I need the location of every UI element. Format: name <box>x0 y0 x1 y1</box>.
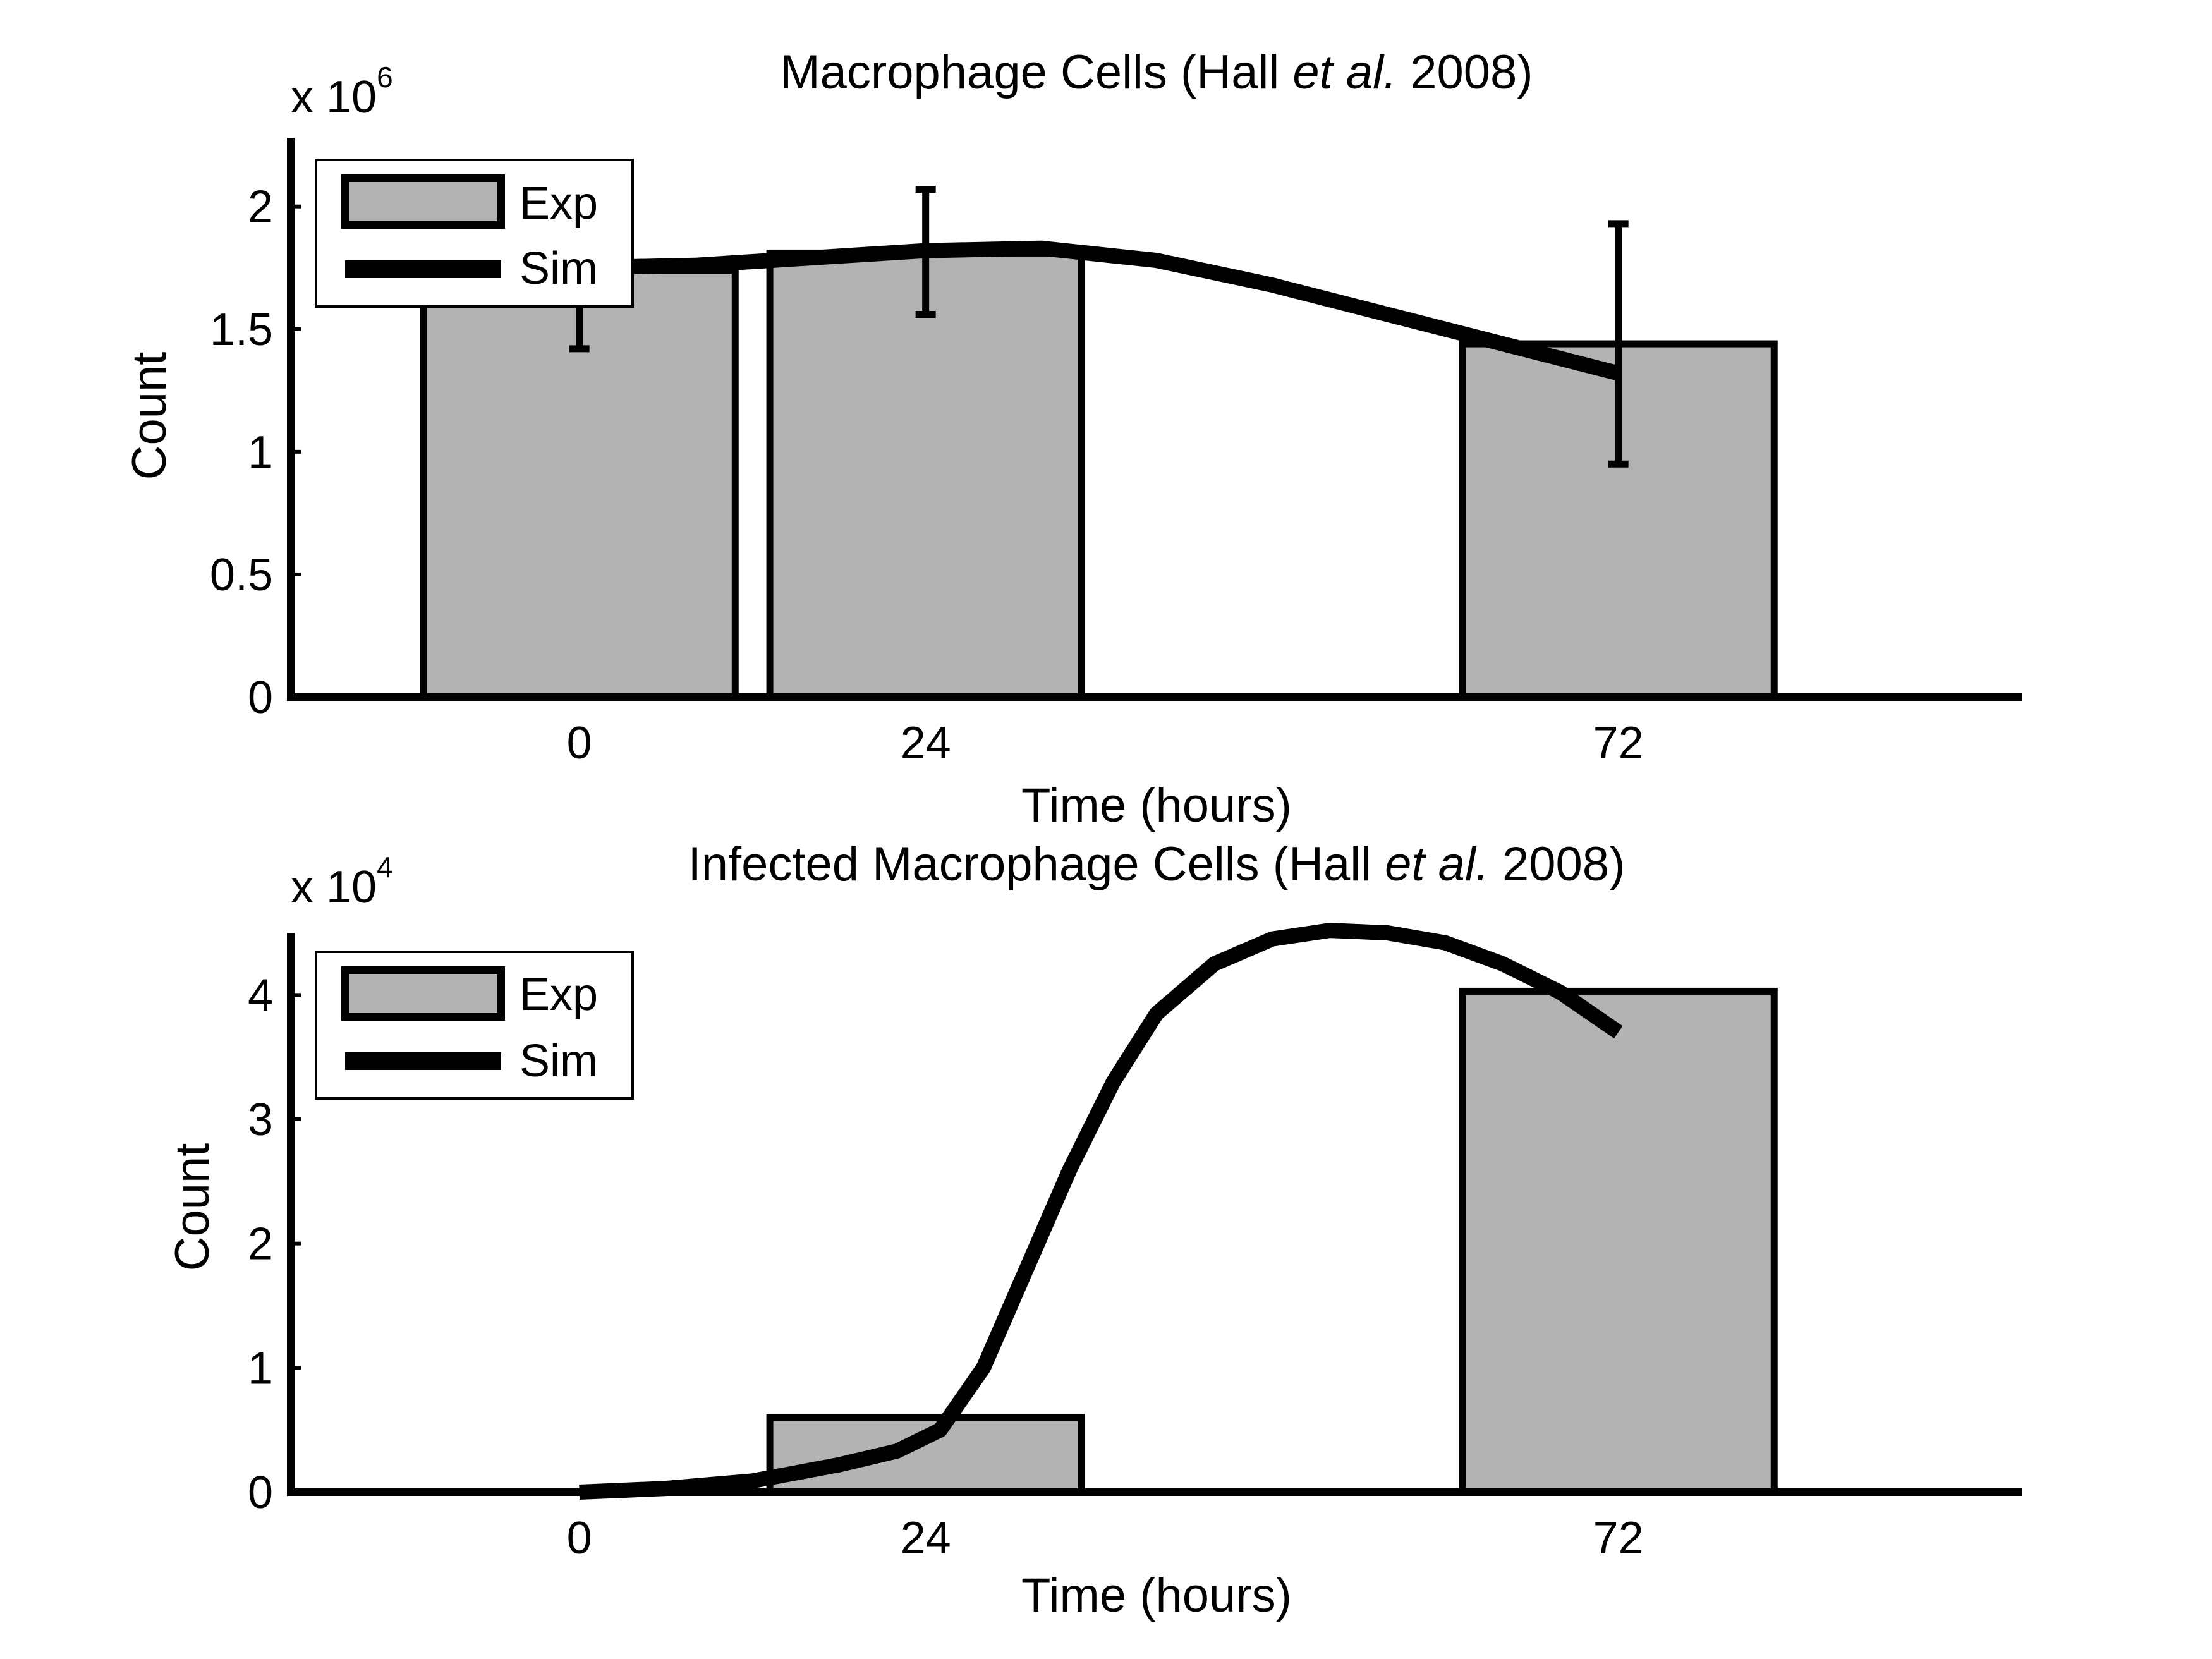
y-tick-label: 3 <box>248 1095 273 1145</box>
legend-label-exp: Exp <box>520 969 598 1020</box>
y-ticks <box>291 993 301 1494</box>
sim-line <box>579 923 1623 1500</box>
y-axis-label: Count <box>166 1143 219 1272</box>
sim-line <box>579 240 1620 381</box>
y-tick-label: 2 <box>248 1219 273 1270</box>
x-tick-labels: 0 24 72 <box>567 1513 1644 1564</box>
y-multiplier: x 104 <box>291 851 393 913</box>
chart-title: Macrophage Cells (Hall et al. 2008) <box>780 46 1533 99</box>
x-tick-label: 24 <box>901 1513 951 1564</box>
x-tick-label: 72 <box>1593 718 1644 769</box>
legend-swatch-exp <box>341 966 505 1021</box>
x-tick-label: 0 <box>567 718 592 769</box>
x-tick-label: 0 <box>567 1513 592 1564</box>
legend-label-sim: Sim <box>520 1036 598 1086</box>
y-multiplier: x 106 <box>291 61 393 123</box>
bars <box>766 987 1778 1496</box>
y-ticks <box>291 204 301 699</box>
y-axis-label: Count <box>123 352 176 480</box>
y-tick-label: 1 <box>248 1343 273 1394</box>
legend-swatch-exp <box>341 174 505 229</box>
legend-label-exp: Exp <box>520 178 598 229</box>
bars <box>420 249 1778 701</box>
x-tick-label: 72 <box>1593 1513 1644 1564</box>
y-tick-label: 4 <box>248 970 273 1021</box>
legend: Exp Sim <box>315 159 634 308</box>
y-tick-label: 1.5 <box>210 305 273 355</box>
chart-panel-macrophage: Macrophage Cells (Hall et al. 2008) x 10… <box>123 46 2022 832</box>
legend-label-sim: Sim <box>520 243 598 294</box>
x-tick-label: 24 <box>901 718 951 769</box>
y-tick-label: 2 <box>248 182 273 233</box>
legend: Exp Sim <box>315 951 634 1100</box>
bar-exp-72h <box>1459 987 1778 1496</box>
x-tick-labels: 0 24 72 <box>567 718 1644 769</box>
y-tick-label: 0 <box>248 1468 273 1518</box>
chart-title: Infected Macrophage Cells (Hall et al. 2… <box>688 837 1626 891</box>
x-axis-label: Time (hours) <box>1021 779 1292 832</box>
chart-panel-infected-macrophage: Infected Macrophage Cells (Hall et al. 2… <box>166 837 2022 1622</box>
y-tick-labels: 0 1 2 3 4 <box>248 970 273 1518</box>
y-tick-label: 0 <box>248 672 273 723</box>
bar-exp-24h <box>766 249 1085 701</box>
error-bar-72h <box>1608 220 1629 468</box>
y-tick-labels: 0 0.5 1 1.5 2 <box>210 182 273 723</box>
x-axis-label: Time (hours) <box>1021 1569 1292 1622</box>
y-tick-label: 0.5 <box>210 550 273 600</box>
y-tick-label: 1 <box>248 427 273 478</box>
